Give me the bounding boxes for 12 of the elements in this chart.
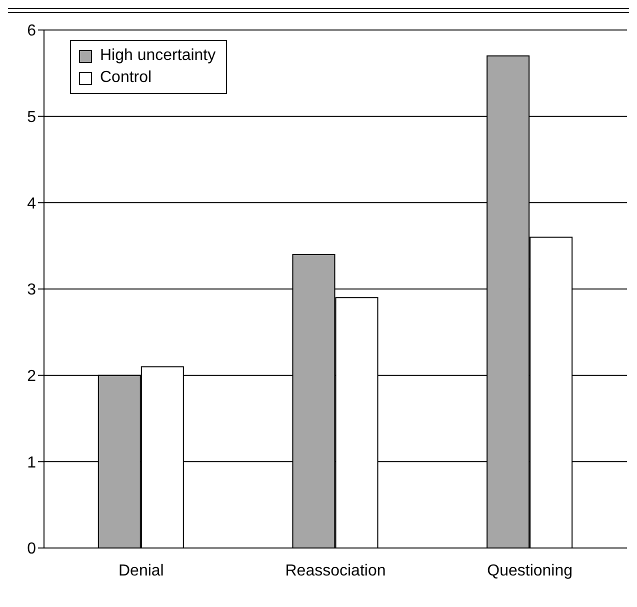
y-tick-label: 0 <box>27 540 36 558</box>
legend-label: Control <box>100 68 152 88</box>
x-tick-label: Reassociation <box>285 562 386 580</box>
y-tick-label: 1 <box>27 454 36 472</box>
y-tick-label: 4 <box>27 195 36 212</box>
legend-label: High uncertainty <box>100 46 216 66</box>
x-tick-label: Denial <box>118 562 164 580</box>
y-tick-label: 5 <box>27 109 36 126</box>
y-tick-label: 2 <box>27 368 36 386</box>
x-tick-label: Questioning <box>487 562 573 580</box>
y-tick-label: 3 <box>27 282 36 299</box>
y-tick-label: 6 <box>27 22 36 40</box>
